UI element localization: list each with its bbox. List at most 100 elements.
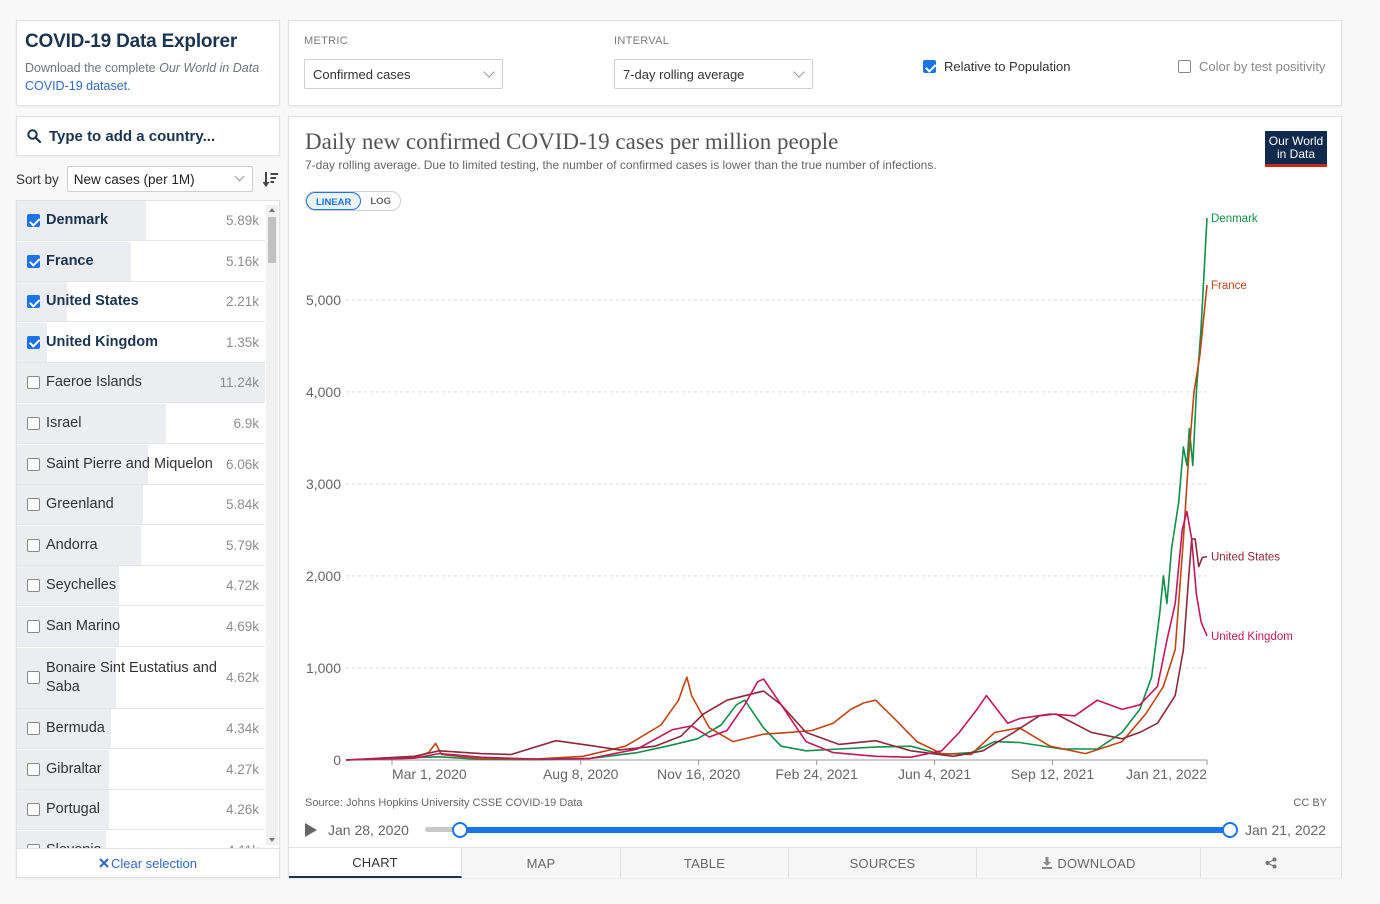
country-row[interactable]: Denmark 5.89k — [17, 201, 265, 241]
tab-map[interactable]: MAP — [462, 848, 621, 878]
series-label: United Kingdom — [1211, 631, 1293, 643]
tab-download[interactable]: DOWNLOAD — [977, 848, 1201, 878]
country-checkbox[interactable] — [27, 722, 40, 736]
timeline-track[interactable] — [425, 827, 465, 832]
country-checkbox[interactable] — [27, 803, 40, 817]
country-name: Denmark — [46, 212, 109, 228]
country-row[interactable]: Bonaire Sint Eustatius and Saba 4.62k — [17, 647, 265, 709]
timeline-start-handle[interactable] — [452, 822, 468, 838]
x-tick-label: Mar 1, 2020 — [392, 766, 467, 782]
country-checkbox[interactable] — [27, 579, 40, 593]
sort-order-icon[interactable] — [262, 171, 279, 187]
country-value: 5.84k — [225, 497, 259, 513]
chevron-down-icon — [793, 66, 805, 78]
country-row[interactable]: France 5.16k — [17, 241, 265, 282]
country-checkbox[interactable] — [27, 376, 40, 390]
country-checkbox[interactable] — [27, 498, 40, 512]
chart-source[interactable]: Source: Johns Hopkins University CSSE CO… — [305, 797, 583, 809]
country-row[interactable]: Bermuda 4.34k — [17, 709, 265, 750]
sort-select[interactable]: New cases (per 1M) — [66, 166, 253, 192]
country-search[interactable]: Type to add a country... — [16, 116, 280, 156]
x-tick-label: Nov 16, 2020 — [657, 766, 740, 782]
country-checkbox[interactable] — [27, 620, 40, 633]
chart-subtitle: 7-day rolling average. Due to limited te… — [305, 158, 937, 172]
country-checkbox[interactable] — [27, 538, 40, 552]
color-checkbox[interactable] — [1178, 60, 1191, 73]
chevron-down-icon — [483, 66, 495, 78]
y-tick-label: 0 — [333, 752, 341, 768]
country-row[interactable]: United Kingdom 1.35k — [17, 322, 265, 363]
share-button[interactable] — [1201, 848, 1341, 878]
x-tick-label: Aug 8, 2020 — [543, 766, 619, 782]
linear-scale-button[interactable]: LINEAR — [306, 192, 362, 210]
country-checkbox[interactable] — [27, 844, 40, 849]
scale-toggle[interactable]: LINEAR LOG — [305, 191, 401, 211]
country-row[interactable]: Andorra 5.79k — [17, 525, 265, 566]
tab-table[interactable]: TABLE — [621, 848, 789, 878]
country-checkbox[interactable] — [27, 214, 40, 227]
y-tick-label: 4,000 — [306, 384, 341, 400]
country-value-bar — [17, 404, 166, 443]
interval-select[interactable]: 7-day rolling average — [614, 59, 813, 89]
scroll-down-arrow-icon[interactable] — [269, 838, 275, 842]
country-list: Denmark 5.89k France 5.16k United States 2.21… — [16, 200, 280, 850]
country-value: 4.11k — [227, 843, 259, 849]
country-checkbox[interactable] — [27, 335, 40, 349]
play-icon[interactable] — [305, 823, 317, 837]
country-value: 4.26k — [225, 802, 259, 818]
subtitle-prefix: Download the complete — [25, 61, 160, 75]
tab-map-label: MAP — [526, 855, 556, 871]
timeline-range[interactable] — [460, 827, 1230, 833]
metric-select[interactable]: Confirmed cases — [304, 59, 503, 89]
country-row[interactable]: United States 2.21k — [17, 282, 265, 323]
line-chart[interactable]: 0 1,000 2,000 3,000 4,000 5,000 Mar 1, 2020 Aug… — [289, 117, 1341, 797]
logo-line-1: Our World — [1268, 134, 1324, 148]
relative-checkbox[interactable] — [923, 60, 936, 73]
dataset-link[interactable]: COVID-19 dataset. — [25, 79, 131, 93]
relative-to-population-toggle[interactable]: Relative to Population — [923, 59, 1070, 74]
country-checkbox[interactable] — [27, 254, 40, 268]
log-scale-button[interactable]: LOG — [370, 196, 391, 207]
sort-row: Sort by New cases (per 1M) — [16, 166, 280, 192]
color-by-test-positivity-toggle[interactable]: Color by test positivity — [1178, 59, 1325, 74]
country-row[interactable]: Portugal 4.26k — [17, 790, 265, 831]
country-row[interactable]: Israel 6.9k — [17, 404, 265, 444]
scroll-up-arrow-icon[interactable] — [269, 208, 275, 212]
country-value: 5.89k — [225, 213, 259, 228]
timeline-end-label: Jan 21, 2022 — [1245, 822, 1326, 838]
country-row[interactable]: Faeroe Islands 11.24k — [17, 363, 265, 404]
clear-selection-button[interactable]: Clear selection — [16, 848, 280, 878]
owid-logo[interactable]: Our World in Data — [1265, 131, 1327, 167]
list-scrollbar[interactable] — [266, 205, 278, 845]
tab-download-label: DOWNLOAD — [1057, 855, 1136, 871]
scrollbar-thumb[interactable] — [268, 217, 276, 263]
country-row[interactable]: Slovenia 4.11k — [17, 831, 265, 850]
country-row[interactable]: San Marino 4.69k — [17, 607, 265, 647]
country-row[interactable]: Greenland 5.84k — [17, 485, 265, 526]
metric-label: METRIC — [304, 35, 348, 47]
country-name: Slovenia — [46, 842, 102, 850]
country-checkbox[interactable] — [27, 295, 40, 309]
country-value: 4.72k — [225, 578, 259, 594]
tab-chart[interactable]: CHART — [289, 848, 462, 878]
country-value: 5.16k — [225, 253, 259, 269]
country-checkbox[interactable] — [27, 417, 40, 430]
series-label: Denmark — [1211, 213, 1258, 225]
country-value: 4.62k — [225, 670, 259, 686]
country-row[interactable]: Gibraltar 4.27k — [17, 749, 265, 790]
tab-sources-label: SOURCES — [849, 855, 916, 871]
country-row[interactable]: Saint Pierre and Miquelon 6.06k — [17, 444, 265, 485]
country-value: 4.34k — [225, 721, 259, 737]
country-value: 6.06k — [225, 456, 259, 472]
explorer-header: COVID-19 Data Explorer Download the comp… — [16, 20, 280, 106]
license-label[interactable]: CC BY — [1293, 797, 1327, 809]
country-checkbox[interactable] — [27, 671, 40, 685]
country-value: 1.35k — [225, 334, 259, 350]
tab-sources[interactable]: SOURCES — [789, 848, 977, 878]
country-value: 2.21k — [225, 294, 259, 310]
country-checkbox[interactable] — [27, 762, 40, 776]
country-checkbox[interactable] — [27, 457, 40, 471]
header-subtitle: Download the complete Our World in Data … — [25, 59, 271, 95]
country-row[interactable]: Seychelles 4.72k — [17, 566, 265, 607]
timeline-end-handle[interactable] — [1222, 822, 1238, 838]
